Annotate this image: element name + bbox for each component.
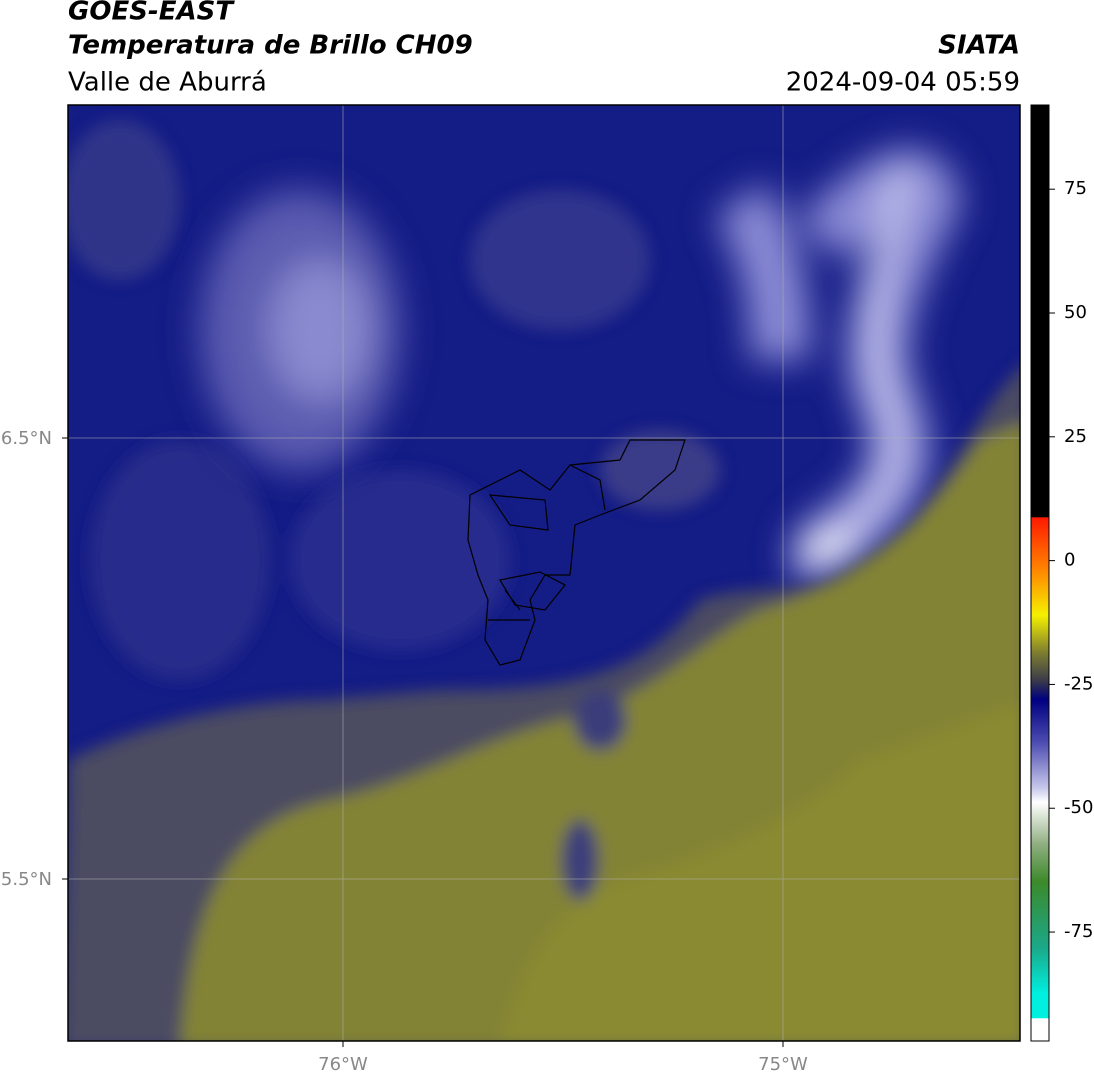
cloud-top [270,260,370,400]
region-label: Valle de Aburrá [68,68,267,98]
source-label: SIATA [938,31,1020,61]
colorbar-tick-label: -25 [1064,673,1093,694]
boundary [488,464,606,621]
graticule [68,105,1020,1041]
colorbar-tick-label: -50 [1064,797,1093,818]
colorbar-tick-label: 50 [1064,302,1087,323]
lon-label: 75°W [758,1054,808,1075]
colorbar-tick-label: 0 [1064,550,1075,571]
lat-label: 6.5°N [1,428,52,449]
cloud [68,120,180,280]
cloud-ridge-core [832,166,916,548]
colorbar-tick-label: 75 [1064,178,1087,199]
boundary [467,439,686,666]
colorbar [1030,104,1050,1042]
map-ticks [62,437,784,1047]
cloud [562,820,598,900]
warm-region [68,368,1020,1041]
cloud [574,690,626,750]
cloud [290,470,510,650]
datetime-label: 2024-09-04 05:59 [786,68,1020,98]
cold-tops [200,149,962,589]
map-frame [67,104,1021,1042]
cloud [470,190,650,330]
cloud [90,440,270,680]
cloud-field [68,120,720,680]
cloud [600,430,720,510]
cold-spot [802,532,854,568]
lat-label: 5.5°N [1,869,52,890]
lon-label: 76°W [318,1054,368,1075]
municipal-boundaries [467,439,686,666]
satellite-title: GOES-EAST [68,0,235,27]
product-title: Temperatura de Brillo CH09 [68,31,473,61]
colorbar-tick-label: -75 [1064,921,1093,942]
map-image [68,105,1020,1041]
colorbar-tick-label: 25 [1064,426,1087,447]
warm-surface-core [502,703,1020,1041]
